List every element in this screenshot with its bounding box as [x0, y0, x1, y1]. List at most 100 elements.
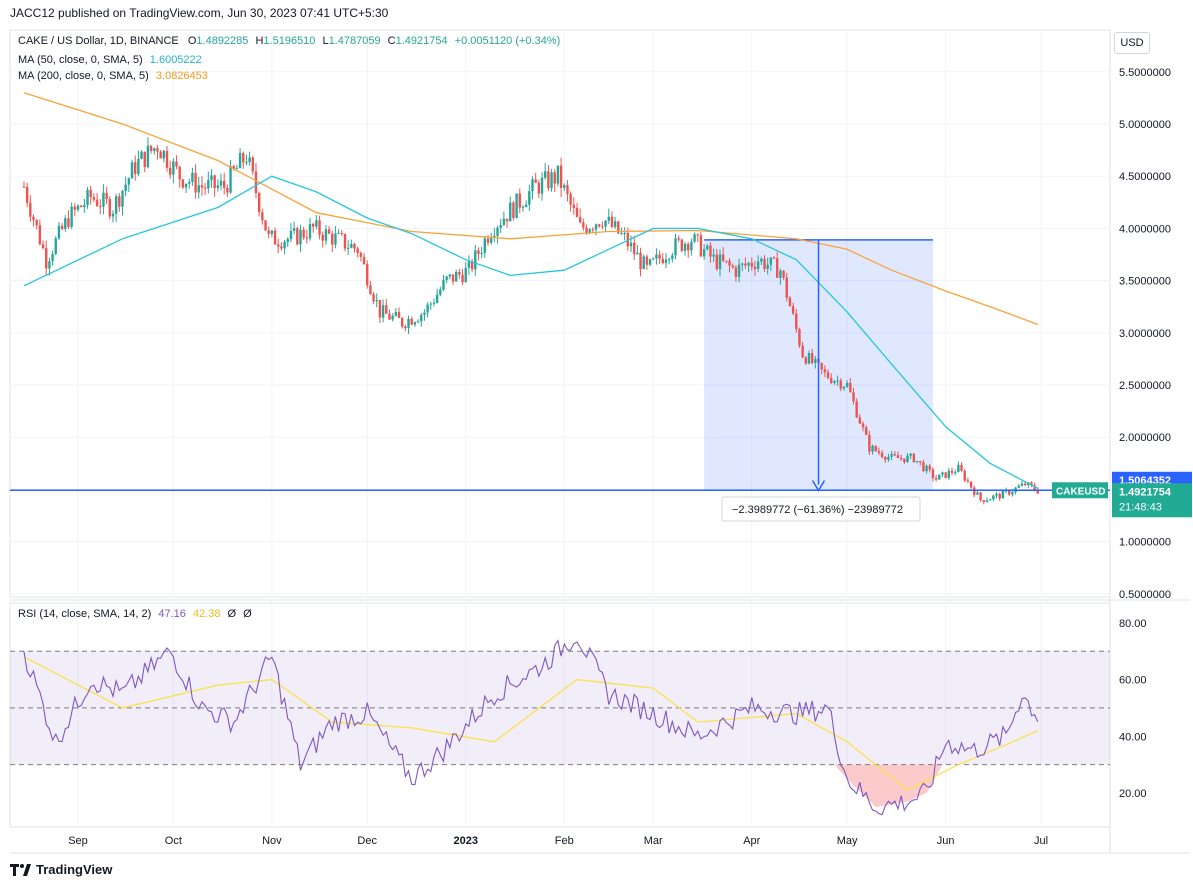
candle-body — [693, 234, 696, 242]
ma50-legend[interactable]: MA (50, close, 0, SMA, 5) 1.6005222 — [18, 54, 202, 66]
candle-body — [839, 380, 842, 389]
candle-body — [334, 233, 337, 245]
rsi-line[interactable] — [23, 639, 1039, 816]
candle-body — [928, 465, 931, 470]
candle-body — [871, 445, 874, 452]
candle-body — [464, 267, 467, 283]
candle-body — [248, 157, 251, 162]
rsi-legend[interactable]: RSI (14, close, SMA, 14, 2) 47.16 42.38 … — [18, 608, 252, 620]
time-tick-label: 2023 — [454, 835, 478, 847]
candle-body — [280, 246, 283, 249]
candle-body — [830, 378, 833, 383]
candle-body — [67, 218, 70, 227]
tradingview-wordmark[interactable]: TradingView — [36, 862, 113, 877]
candle-body — [134, 162, 137, 175]
candle-body — [340, 232, 343, 234]
candle-body — [925, 465, 928, 472]
candle-body — [572, 204, 576, 209]
candle-body — [245, 161, 248, 163]
candle-body — [124, 184, 127, 191]
candle-body — [734, 267, 738, 277]
candle-body — [880, 452, 884, 458]
candle-body — [331, 233, 334, 245]
candle-body — [102, 192, 105, 207]
candle-body — [48, 261, 51, 269]
candle-body — [448, 274, 452, 277]
price-tick-label: 2.0000000 — [1119, 432, 1171, 444]
candle-body — [219, 180, 223, 186]
candle-body — [381, 305, 385, 318]
candle-body — [518, 193, 521, 208]
time-tick-label: Nov — [262, 835, 282, 847]
candle-body — [165, 150, 169, 168]
candle-body — [852, 392, 855, 402]
candle-body — [963, 470, 966, 481]
candle-body — [1008, 490, 1011, 495]
candle-body — [899, 458, 903, 460]
ma200-legend[interactable]: MA (200, close, 0, SMA, 5) 3.0826453 — [18, 70, 208, 82]
publish-header: JACC12 published on TradingView.com, Jun… — [10, 6, 389, 20]
candle-body — [731, 265, 734, 268]
candle-body — [804, 357, 808, 364]
currency-button[interactable]: USD — [1114, 32, 1150, 54]
candle-body — [766, 264, 769, 269]
price-pane[interactable] — [9, 29, 1111, 598]
candle-body — [168, 167, 172, 175]
candle-body — [950, 470, 954, 473]
candle-body — [305, 237, 309, 239]
ma50-label: MA (50, close, 0, SMA, 5) — [18, 54, 143, 66]
candle-body — [261, 212, 264, 221]
time-tick-label: Feb — [555, 835, 574, 847]
candle-body — [788, 297, 792, 307]
candle-body — [413, 322, 417, 325]
candle-body — [957, 464, 960, 473]
candle-body — [391, 315, 394, 320]
candle-body — [661, 258, 664, 264]
candle-body — [1017, 485, 1020, 488]
ma50-line[interactable] — [23, 175, 1039, 489]
candle-body — [105, 192, 108, 200]
candle-body — [750, 262, 753, 267]
candle-body — [388, 313, 391, 320]
candle-body — [712, 254, 715, 257]
rsi-ma-line[interactable] — [23, 656, 1039, 791]
candle-body — [658, 254, 661, 259]
candle-body — [578, 216, 582, 223]
ma200-line[interactable] — [23, 92, 1039, 326]
candle-body — [833, 381, 836, 383]
candle-body — [486, 238, 490, 243]
candle-body — [737, 264, 741, 277]
candle-body — [915, 461, 919, 463]
candle-body — [70, 206, 73, 227]
candle-body — [232, 166, 235, 170]
candle-body — [559, 165, 563, 188]
candle-body — [877, 451, 881, 453]
candle-body — [756, 261, 760, 269]
change-value: +0.0051120 (+0.34%) — [454, 35, 561, 47]
candle-body — [76, 205, 80, 210]
candle-body — [483, 238, 487, 253]
candle-body — [407, 318, 410, 329]
candle-body — [566, 185, 569, 195]
candle-body — [598, 224, 601, 227]
candle-body — [229, 166, 232, 193]
ma200-label: MA (200, close, 0, SMA, 5) — [18, 70, 149, 82]
candle-body — [969, 481, 973, 488]
candle-body — [553, 172, 556, 184]
candle-body — [162, 150, 166, 159]
candle-body — [842, 386, 846, 389]
candle-body — [604, 220, 607, 227]
candle-body — [22, 186, 26, 188]
candle-body — [715, 254, 719, 269]
candle-body — [143, 151, 146, 168]
symbol-label[interactable]: CAKE / US Dollar, 1D, BINANCE — [18, 35, 179, 47]
candle-body — [623, 232, 626, 234]
candle-body — [121, 190, 124, 207]
candle-body — [114, 196, 118, 214]
candle-body — [982, 500, 985, 503]
candle-body — [350, 244, 353, 248]
time-tick-label: Apr — [743, 835, 760, 847]
low-label: L — [322, 35, 329, 47]
